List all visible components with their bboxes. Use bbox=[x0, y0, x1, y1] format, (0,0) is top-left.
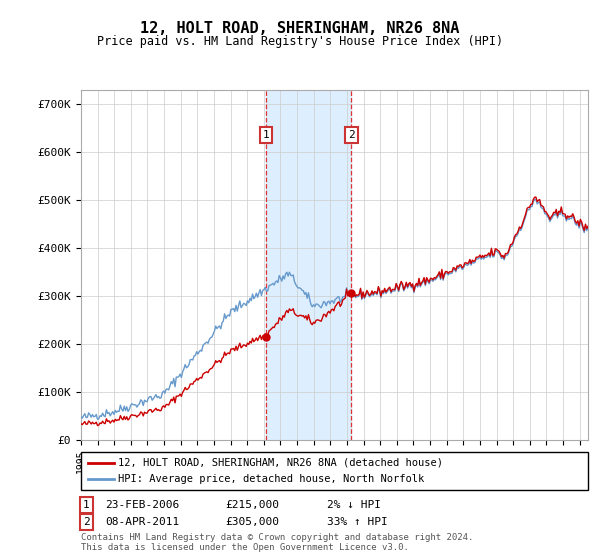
Text: £215,000: £215,000 bbox=[225, 500, 279, 510]
Text: Price paid vs. HM Land Registry's House Price Index (HPI): Price paid vs. HM Land Registry's House … bbox=[97, 35, 503, 48]
Text: 2% ↓ HPI: 2% ↓ HPI bbox=[327, 500, 381, 510]
Text: 12, HOLT ROAD, SHERINGHAM, NR26 8NA (detached house): 12, HOLT ROAD, SHERINGHAM, NR26 8NA (det… bbox=[118, 458, 443, 468]
Text: 2: 2 bbox=[83, 517, 89, 527]
Text: 33% ↑ HPI: 33% ↑ HPI bbox=[327, 517, 388, 527]
Text: £305,000: £305,000 bbox=[225, 517, 279, 527]
Text: Contains HM Land Registry data © Crown copyright and database right 2024.
This d: Contains HM Land Registry data © Crown c… bbox=[81, 533, 473, 552]
Text: 1: 1 bbox=[263, 130, 269, 140]
Text: 08-APR-2011: 08-APR-2011 bbox=[105, 517, 179, 527]
Text: 1: 1 bbox=[83, 500, 89, 510]
Bar bbox=[266, 90, 352, 440]
Text: HPI: Average price, detached house, North Norfolk: HPI: Average price, detached house, Nort… bbox=[118, 474, 424, 484]
Text: 23-FEB-2006: 23-FEB-2006 bbox=[105, 500, 179, 510]
Text: 12, HOLT ROAD, SHERINGHAM, NR26 8NA: 12, HOLT ROAD, SHERINGHAM, NR26 8NA bbox=[140, 21, 460, 36]
Text: 2: 2 bbox=[348, 130, 355, 140]
